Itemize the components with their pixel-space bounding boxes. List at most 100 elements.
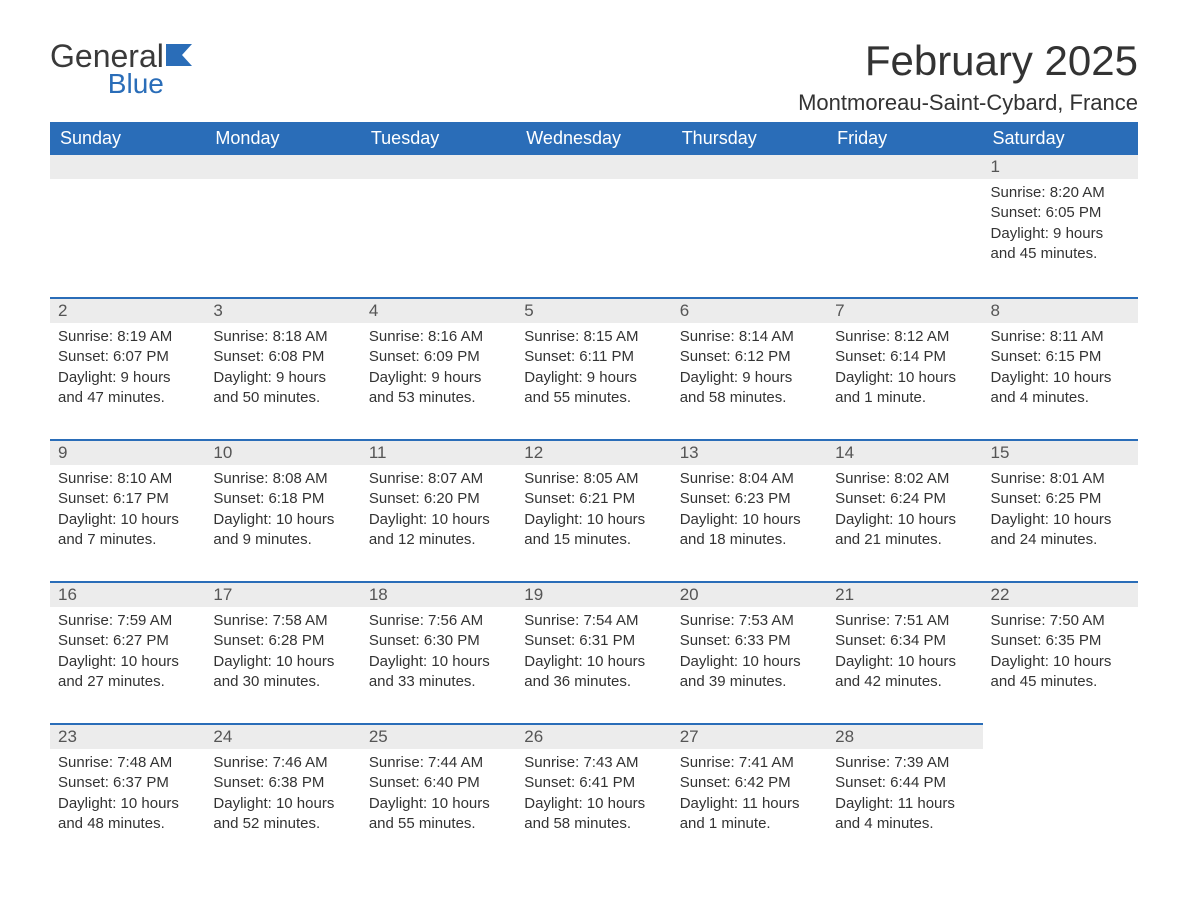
col-wednesday: Wednesday xyxy=(516,122,671,155)
day-cell: 8Sunrise: 8:11 AMSunset: 6:15 PMDaylight… xyxy=(983,297,1138,425)
week-spacer xyxy=(50,425,1138,439)
daylight-text: Daylight: 9 hours and 47 minutes. xyxy=(58,368,197,409)
day-cell: 25 Sunrise: 7:44 AMSunset: 6:40 PMDayligh… xyxy=(361,723,516,851)
daylight-text: Daylight: 10 hours and 15 minutes. xyxy=(524,510,663,551)
sunset-text: Sunset: 6:09 PM xyxy=(369,347,508,367)
day-number: 14 xyxy=(827,439,982,465)
sunset-text: Sunset: 6:30 PM xyxy=(369,631,508,651)
week-row: 23Sunrise: 7:48 AMSunset: 6:37 PMDayligh… xyxy=(50,723,1138,851)
sunrise-text: Sunrise: 7:43 AM xyxy=(524,753,663,773)
day-number: 17 xyxy=(205,581,360,607)
day-cell: 28Sunrise: 7:39 AMSunset: 6:44 PMDayligh… xyxy=(827,723,982,851)
daylight-text: Daylight: 9 hours and 50 minutes. xyxy=(213,368,352,409)
day-number: 15 xyxy=(983,439,1138,465)
day-details: Sunrise: 8:14 AMSunset: 6:12 PMDaylight:… xyxy=(672,323,827,416)
col-thursday: Thursday xyxy=(672,122,827,155)
day-details: Sunrise: 8:20 AMSunset: 6:05 PMDaylight:… xyxy=(983,179,1138,272)
day-number: 1 xyxy=(983,155,1138,179)
day-details: Sunrise: 8:05 AMSunset: 6:21 PMDaylight:… xyxy=(516,465,671,558)
day-cell: 27Sunrise: 7:41 AMSunset: 6:42 PMDayligh… xyxy=(672,723,827,851)
sunset-text: Sunset: 6:31 PM xyxy=(524,631,663,651)
empty-day xyxy=(827,155,982,179)
sunrise-text: Sunrise: 8:15 AM xyxy=(524,327,663,347)
day-cell: 18Sunrise: 7:56 AMSunset: 6:30 PMDayligh… xyxy=(361,581,516,709)
sunset-text: Sunset: 6:38 PM xyxy=(213,773,352,793)
daylight-text: Daylight: 10 hours and 58 minutes. xyxy=(524,794,663,835)
day-cell: 23Sunrise: 7:48 AMSunset: 6:37 PMDayligh… xyxy=(50,723,205,851)
sunset-text: Sunset: 6:33 PM xyxy=(680,631,819,651)
sunset-text: Sunset: 6:40 PM xyxy=(369,773,508,793)
sunset-text: Sunset: 6:41 PM xyxy=(524,773,663,793)
daylight-text: Daylight: 10 hours and 42 minutes. xyxy=(835,652,974,693)
day-cell: 17Sunrise: 7:58 AMSunset: 6:28 PMDayligh… xyxy=(205,581,360,709)
logo: General Blue xyxy=(50,40,202,100)
sunrise-text: Sunrise: 7:44 AM xyxy=(369,753,508,773)
title-block: February 2025 Montmoreau-Saint-Cybard, F… xyxy=(798,40,1138,116)
header-region: General Blue February 2025 Montmoreau-Sa… xyxy=(50,40,1138,116)
sunrise-text: Sunrise: 7:56 AM xyxy=(369,611,508,631)
col-saturday: Saturday xyxy=(983,122,1138,155)
day-details: Sunrise: 8:19 AMSunset: 6:07 PMDaylight:… xyxy=(50,323,205,416)
daylight-text: Daylight: 10 hours and 30 minutes. xyxy=(213,652,352,693)
sunset-text: Sunset: 6:34 PM xyxy=(835,631,974,651)
daylight-text: Daylight: 10 hours and 4 minutes. xyxy=(991,368,1130,409)
sunrise-text: Sunrise: 7:39 AM xyxy=(835,753,974,773)
day-details: Sunrise: 7:41 AMSunset: 6:42 PMDaylight:… xyxy=(672,749,827,842)
sunrise-text: Sunrise: 8:20 AM xyxy=(991,183,1130,203)
location-label: Montmoreau-Saint-Cybard, France xyxy=(798,90,1138,116)
day-cell: 10Sunrise: 8:08 AMSunset: 6:18 PMDayligh… xyxy=(205,439,360,567)
day-details: Sunrise: 7:51 AMSunset: 6:34 PMDaylight:… xyxy=(827,607,982,700)
sunset-text: Sunset: 6:24 PM xyxy=(835,489,974,509)
day-cell: 1Sunrise: 8:20 AMSunset: 6:05 PMDaylight… xyxy=(983,155,1138,283)
sunset-text: Sunset: 6:08 PM xyxy=(213,347,352,367)
sunrise-text: Sunrise: 8:08 AM xyxy=(213,469,352,489)
sunrise-text: Sunrise: 7:41 AM xyxy=(680,753,819,773)
daylight-text: Daylight: 10 hours and 21 minutes. xyxy=(835,510,974,551)
empty-day xyxy=(361,155,516,179)
day-number: 2 xyxy=(50,297,205,323)
week-row: 2Sunrise: 8:19 AMSunset: 6:07 PMDaylight… xyxy=(50,297,1138,425)
day-cell: 15Sunrise: 8:01 AMSunset: 6:25 PMDayligh… xyxy=(983,439,1138,567)
day-cell: 6Sunrise: 8:14 AMSunset: 6:12 PMDaylight… xyxy=(672,297,827,425)
daylight-text: Daylight: 10 hours and 55 minutes. xyxy=(369,794,508,835)
day-cell xyxy=(827,155,982,283)
day-cell: 14 Sunrise: 8:02 AMSunset: 6:24 PMDayligh… xyxy=(827,439,982,567)
day-details: Sunrise: 7:46 AMSunset: 6:38 PMDaylight:… xyxy=(205,749,360,842)
day-details: Sunrise: 8:07 AMSunset: 6:20 PMDaylight:… xyxy=(361,465,516,558)
daylight-text: Daylight: 10 hours and 48 minutes. xyxy=(58,794,197,835)
day-number: 25 xyxy=(361,723,516,749)
day-details: Sunrise: 7:54 AMSunset: 6:31 PMDaylight:… xyxy=(516,607,671,700)
day-details: Sunrise: 7:59 AMSunset: 6:27 PMDaylight:… xyxy=(50,607,205,700)
day-details: Sunrise: 8:12 AMSunset: 6:14 PMDaylight:… xyxy=(827,323,982,416)
daylight-text: Daylight: 9 hours and 55 minutes. xyxy=(524,368,663,409)
day-number: 19 xyxy=(516,581,671,607)
col-tuesday: Tuesday xyxy=(361,122,516,155)
sunrise-text: Sunrise: 7:50 AM xyxy=(991,611,1130,631)
sunrise-text: Sunrise: 7:59 AM xyxy=(58,611,197,631)
empty-day xyxy=(50,155,205,179)
sunrise-text: Sunrise: 8:10 AM xyxy=(58,469,197,489)
col-friday: Friday xyxy=(827,122,982,155)
day-cell xyxy=(983,723,1138,851)
daylight-text: Daylight: 10 hours and 39 minutes. xyxy=(680,652,819,693)
daylight-text: Daylight: 10 hours and 18 minutes. xyxy=(680,510,819,551)
day-number: 3 xyxy=(205,297,360,323)
day-cell: 12Sunrise: 8:05 AMSunset: 6:21 PMDayligh… xyxy=(516,439,671,567)
day-details: Sunrise: 8:11 AMSunset: 6:15 PMDaylight:… xyxy=(983,323,1138,416)
day-details: Sunrise: 8:08 AMSunset: 6:18 PMDaylight:… xyxy=(205,465,360,558)
day-cell: 26Sunrise: 7:43 AMSunset: 6:41 PMDayligh… xyxy=(516,723,671,851)
day-details: Sunrise: 7:39 AMSunset: 6:44 PMDaylight:… xyxy=(827,749,982,842)
sunrise-text: Sunrise: 8:04 AM xyxy=(680,469,819,489)
daylight-text: Daylight: 9 hours and 53 minutes. xyxy=(369,368,508,409)
sunset-text: Sunset: 6:42 PM xyxy=(680,773,819,793)
sunrise-text: Sunrise: 8:16 AM xyxy=(369,327,508,347)
day-cell: 13Sunrise: 8:04 AMSunset: 6:23 PMDayligh… xyxy=(672,439,827,567)
sunrise-text: Sunrise: 7:58 AM xyxy=(213,611,352,631)
day-number: 23 xyxy=(50,723,205,749)
week-spacer xyxy=(50,567,1138,581)
day-details: Sunrise: 7:58 AMSunset: 6:28 PMDaylight:… xyxy=(205,607,360,700)
day-cell: 24Sunrise: 7:46 AMSunset: 6:38 PMDayligh… xyxy=(205,723,360,851)
sunrise-text: Sunrise: 8:02 AM xyxy=(835,469,974,489)
daylight-text: Daylight: 10 hours and 36 minutes. xyxy=(524,652,663,693)
sunset-text: Sunset: 6:17 PM xyxy=(58,489,197,509)
